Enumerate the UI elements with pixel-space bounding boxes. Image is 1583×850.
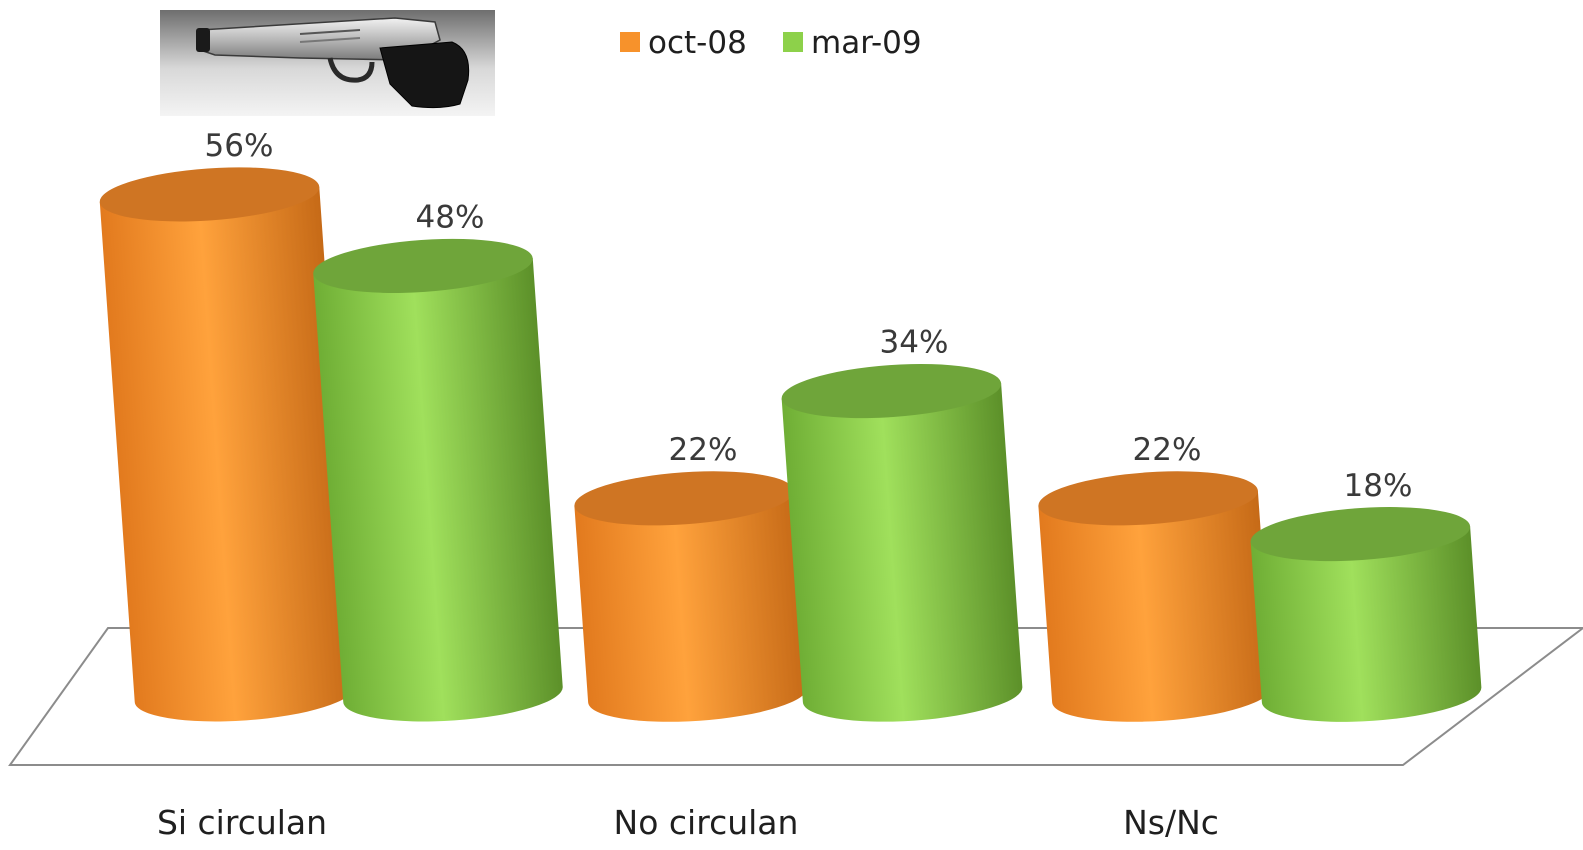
legend-label-mar-09: mar-09 [811, 25, 922, 61]
bar-series-group: 56% 48% 22% 34% 22% 18% [99, 128, 1482, 722]
bar-mar-09-ns-nc: 18% [1250, 468, 1482, 722]
category-labels: Si circulan No circulan Ns/Nc [157, 803, 1219, 842]
bar-oct-08-no-circulan: 22% [574, 432, 808, 722]
bar-top [781, 364, 1002, 419]
bar-mar-09-no-circulan: 34% [781, 325, 1023, 722]
data-label-oct-08-no-circulan: 22% [669, 432, 738, 468]
bar-top [1038, 471, 1258, 526]
data-label-mar-09-no-circulan: 34% [880, 325, 949, 361]
category-label-si-circulan: Si circulan [157, 803, 327, 842]
bar-top [574, 471, 794, 526]
chart-legend: oct-08 mar-09 [620, 25, 922, 61]
bar-body [574, 490, 808, 722]
bar-top [99, 167, 320, 222]
bar-body [1250, 526, 1482, 722]
data-label-mar-09-ns-nc: 18% [1344, 468, 1413, 504]
legend-swatch-oct-08 [620, 32, 640, 52]
category-label-no-circulan: No circulan [614, 803, 799, 842]
bar-top [313, 238, 533, 293]
bar-body [1038, 490, 1272, 722]
bar-body [313, 258, 563, 722]
bar-body [99, 186, 355, 722]
bar-mar-09-si-circulan: 48% [313, 199, 563, 722]
data-label-oct-08-si-circulan: 56% [205, 128, 274, 164]
bar-oct-08-ns-nc: 22% [1038, 432, 1272, 722]
data-label-oct-08-ns-nc: 22% [1133, 432, 1202, 468]
bar-body [781, 383, 1023, 722]
legend-swatch-mar-09 [783, 32, 803, 52]
legend-label-oct-08: oct-08 [648, 25, 747, 61]
bar-oct-08-si-circulan: 56% [99, 128, 355, 722]
bar-top [1250, 507, 1471, 562]
handgun-photo [160, 10, 495, 116]
data-label-mar-09-si-circulan: 48% [416, 199, 485, 235]
category-label-ns-nc: Ns/Nc [1123, 803, 1219, 842]
